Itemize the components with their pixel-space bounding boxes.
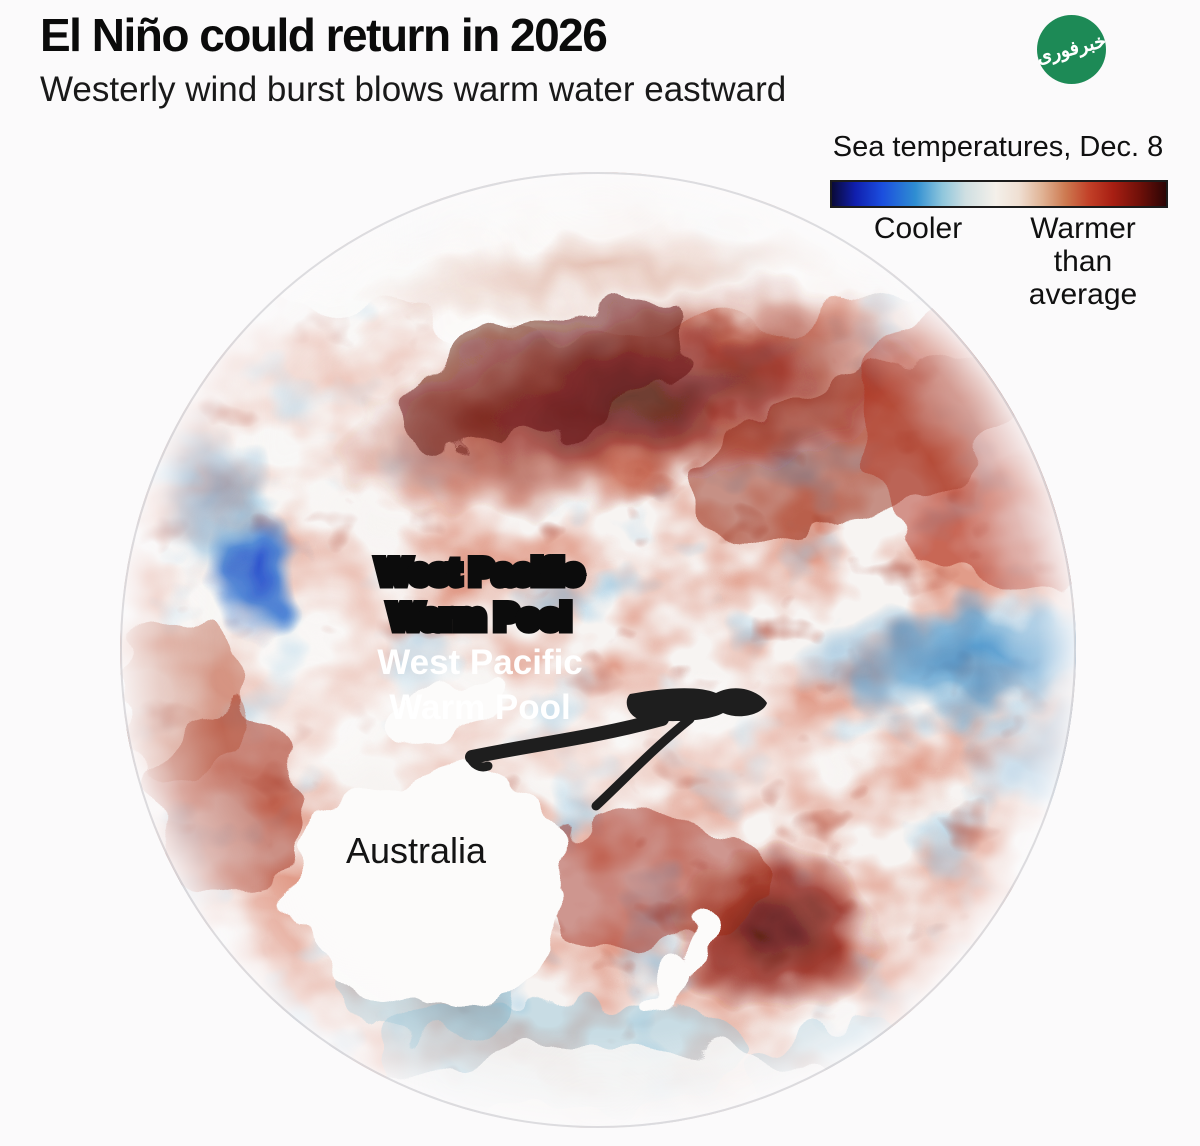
logo-badge: خبرفوری [1034,15,1109,84]
warm-pool-label-outline: West Pacific Warm Pool [373,549,588,642]
page-title: El Niño could return in 2026 [40,9,608,61]
logo-text: خبرفوری [1034,30,1109,69]
page-subtitle: Westerly wind burst blows warm water eas… [40,70,787,109]
legend-title: Sea temperatures, Dec. 8 [832,131,1164,163]
globe-outline [120,172,1076,1128]
warm-pool-label: West Pacific Warm Pool West Pacific Warm… [310,549,650,775]
wind-arrow-icon [465,688,767,811]
warm-pool-label-text: West Pacific Warm Pool [377,643,583,727]
australia-label: Australia [345,830,487,871]
legend-cooler-label: Cooler [873,212,963,245]
legend-gradient-bar [830,180,1168,208]
legend-warmer-label: Warmer than average [1028,212,1138,311]
